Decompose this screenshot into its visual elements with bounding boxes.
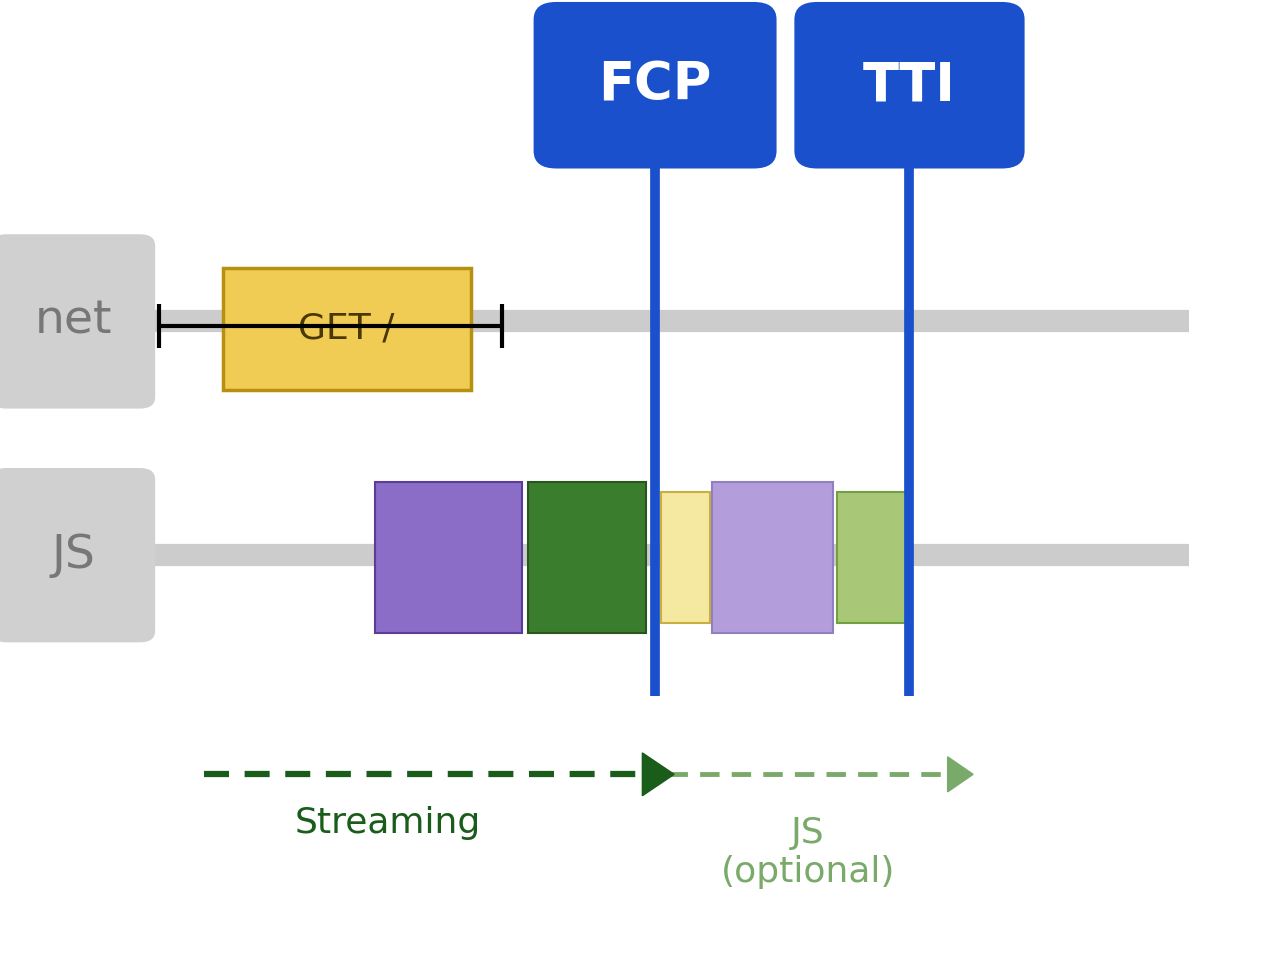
FancyBboxPatch shape [223,268,471,390]
Text: JS
(optional): JS (optional) [720,815,895,889]
Text: JS: JS [51,533,95,578]
Polygon shape [948,757,973,792]
FancyBboxPatch shape [528,482,646,633]
FancyBboxPatch shape [0,234,155,409]
Text: Streaming: Streaming [295,806,481,840]
FancyBboxPatch shape [712,482,833,633]
FancyBboxPatch shape [534,2,776,169]
FancyBboxPatch shape [661,492,710,623]
Text: FCP: FCP [598,59,712,111]
FancyBboxPatch shape [794,2,1024,169]
FancyBboxPatch shape [375,482,522,633]
Text: TTI: TTI [862,59,957,111]
FancyBboxPatch shape [837,492,907,623]
Text: net: net [34,299,112,344]
Polygon shape [642,753,674,796]
FancyBboxPatch shape [0,468,155,643]
Text: GET /: GET / [299,312,394,346]
